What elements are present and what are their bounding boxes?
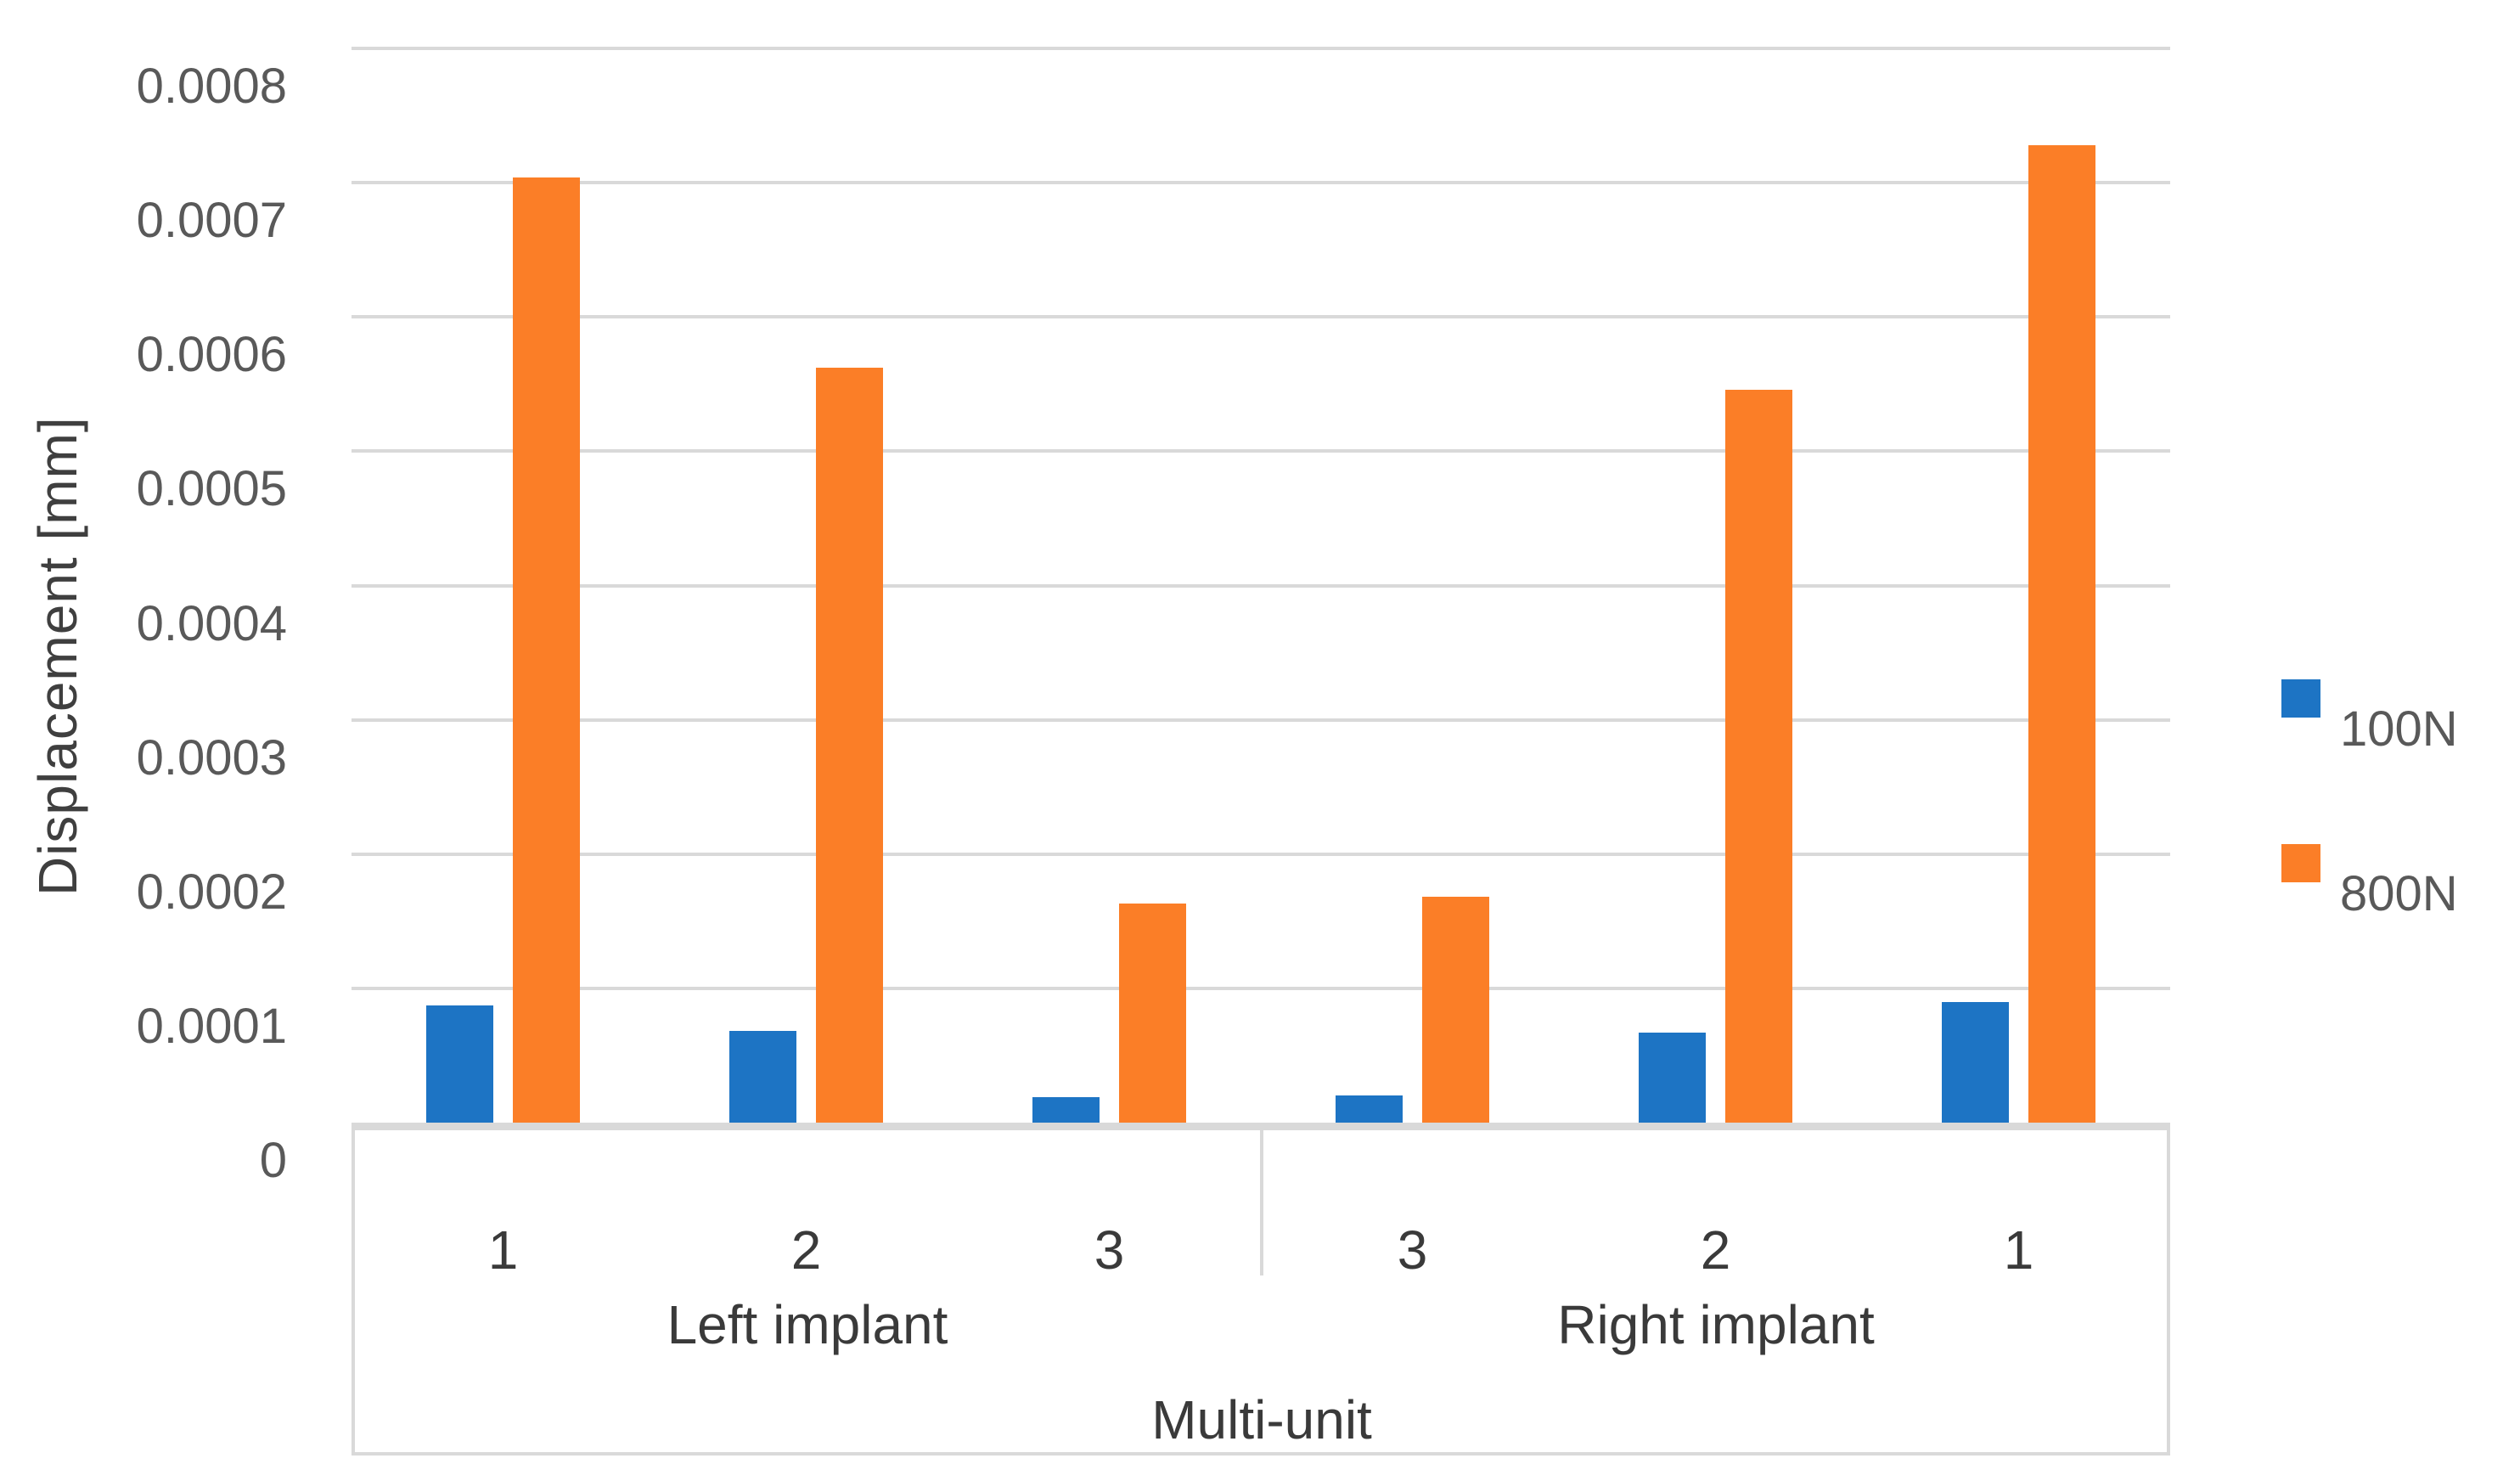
- y-tick-label: 0.0003: [136, 729, 287, 785]
- gridline: [352, 718, 2170, 722]
- legend-label: 800N: [2340, 866, 2458, 921]
- outer-category-label: Multi-unit: [1151, 1389, 1372, 1450]
- legend: 100N 800N: [2281, 679, 2458, 919]
- y-tick-label: 0.0007: [136, 193, 287, 249]
- gridline: [352, 315, 2170, 319]
- category-label: 2: [790, 1219, 822, 1281]
- legend-item-800n: 800N: [2281, 844, 2458, 919]
- legend-swatch-800n: [2281, 844, 2320, 882]
- y-tick-label: 0.0006: [136, 327, 287, 383]
- axis-box-right-border: [2167, 1123, 2170, 1456]
- bar-100n-cat3: [1032, 1096, 1100, 1123]
- bar-800n-cat4: [1422, 897, 1489, 1123]
- bar-100n-cat2: [729, 1031, 796, 1123]
- legend-item-100n: 100N: [2281, 679, 2458, 754]
- gridline: [352, 852, 2170, 856]
- group-label-left-implant: Left implant: [667, 1294, 948, 1355]
- y-tick-label: 0: [259, 1133, 287, 1188]
- gridline: [352, 181, 2170, 185]
- gridline: [352, 449, 2170, 453]
- bar-800n-cat1: [513, 177, 580, 1123]
- category-label: 1: [487, 1219, 519, 1281]
- category-label: 2: [1700, 1219, 1731, 1281]
- bar-800n-cat6: [2028, 144, 2095, 1123]
- category-label: 3: [1397, 1219, 1428, 1281]
- y-tick-label: 0.0002: [136, 864, 287, 920]
- bar-100n-cat6: [1942, 1001, 2009, 1123]
- axis-group-divider: [1260, 1123, 1263, 1275]
- legend-label: 100N: [2340, 701, 2458, 757]
- y-tick-label: 0.0008: [136, 59, 287, 114]
- group-label-right-implant: Right implant: [1557, 1294, 1875, 1355]
- gridline: [352, 583, 2170, 588]
- y-tick-label: 0.0004: [136, 595, 287, 651]
- y-tick-label: 0.0005: [136, 461, 287, 517]
- bar-100n-cat5: [1639, 1033, 1706, 1123]
- bar-100n-cat1: [426, 1005, 493, 1123]
- bar-100n-cat4: [1336, 1095, 1403, 1123]
- bar-800n-cat3: [1119, 904, 1186, 1123]
- gridline: [352, 986, 2170, 990]
- category-label: 1: [2003, 1219, 2034, 1281]
- category-label: 3: [1094, 1219, 1125, 1281]
- gridline: [352, 47, 2170, 50]
- axis-box-bottom-border: [352, 1452, 2170, 1456]
- y-tick-label: 0.0001: [136, 998, 287, 1054]
- legend-swatch-100n: [2281, 679, 2320, 718]
- bar-800n-cat2: [816, 368, 883, 1123]
- axis-box-left-border: [352, 1123, 355, 1456]
- bar-800n-cat5: [1725, 389, 1792, 1123]
